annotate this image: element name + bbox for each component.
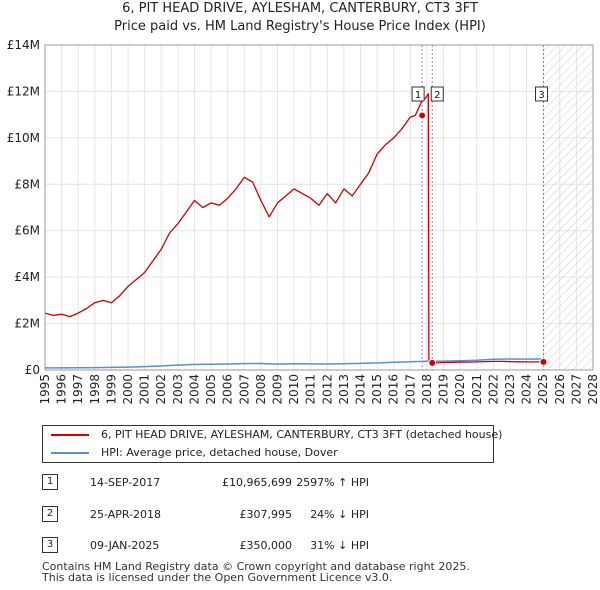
y-tick-label: £12M: [7, 84, 40, 98]
y-tick-label: £0: [25, 363, 40, 377]
x-tick-label: 1997: [71, 374, 85, 405]
x-tick-label: 1996: [55, 374, 69, 405]
x-tick-label: 2011: [304, 374, 318, 405]
transaction-number: 2: [42, 506, 58, 522]
sale-label: 3: [538, 90, 544, 101]
transaction-date: 14-SEP-2017: [90, 476, 161, 489]
footer-license: This data is licensed under the Open Gov…: [42, 571, 393, 584]
x-tick-label: 2015: [370, 374, 384, 405]
chart-title: 6, PIT HEAD DRIVE, AYLESHAM, CANTERBURY,…: [122, 1, 478, 16]
x-tick-label: 2019: [437, 374, 451, 405]
x-tick-label: 2024: [520, 374, 534, 405]
legend-swatch-property: [51, 434, 89, 436]
x-tick-label: 2016: [387, 374, 401, 405]
x-tick-label: 2010: [287, 374, 301, 405]
x-tick-label: 2002: [154, 374, 168, 405]
x-tick-label: 2025: [536, 374, 550, 405]
chart-subtitle: Price paid vs. HM Land Registry's House …: [114, 19, 486, 34]
transaction-price: £350,000: [239, 539, 293, 552]
sale-label-box: [535, 86, 549, 102]
y-tick-label: £14M: [7, 38, 40, 52]
x-tick-label: 2026: [553, 374, 567, 405]
x-tick-label: 2012: [320, 374, 334, 405]
sale-label-box: [411, 86, 425, 102]
x-tick-label: 2013: [337, 374, 351, 405]
legend-item-hpi: HPI: Average price, detached house, Dove…: [43, 444, 493, 462]
x-tick-label: 2007: [237, 374, 251, 405]
y-tick-label: £6M: [14, 224, 40, 238]
sale-point: [428, 358, 437, 367]
x-tick-label: 2028: [586, 374, 600, 405]
x-tick-label: 2004: [187, 374, 201, 405]
x-tick-label: 2008: [254, 374, 268, 405]
sale-label: 1: [415, 90, 421, 101]
sale-point: [539, 357, 548, 366]
footer-copyright: Contains HM Land Registry data © Crown c…: [42, 560, 470, 573]
forecast-region: [543, 45, 593, 370]
x-tick-label: 1995: [38, 374, 52, 405]
transaction-number: 1: [42, 474, 58, 490]
y-tick-label: £4M: [14, 270, 40, 284]
sale-label: 2: [434, 90, 440, 101]
sale-label-box: [430, 86, 444, 102]
x-tick-label: 2027: [569, 374, 583, 405]
legend-item-property: 6, PIT HEAD DRIVE, AYLESHAM, CANTERBURY,…: [43, 426, 502, 444]
legend-label-hpi: HPI: Average price, detached house, Dove…: [101, 446, 338, 459]
x-tick-label: 1998: [88, 374, 102, 405]
y-tick-label: £8M: [14, 177, 40, 191]
x-tick-label: 2003: [171, 374, 185, 405]
x-tick-label: 2021: [470, 374, 484, 405]
transaction-price: £10,965,699: [222, 476, 292, 489]
transaction-date: 25-APR-2018: [90, 508, 162, 521]
x-tick-label: 2020: [453, 374, 467, 405]
x-tick-label: 2017: [403, 374, 417, 405]
transaction-hpi-change: 31% ↓ HPI: [310, 539, 369, 552]
x-tick-label: 2023: [503, 374, 517, 405]
transaction-price: £307,995: [239, 508, 293, 521]
x-tick-label: 2014: [354, 374, 368, 405]
transaction-hpi-change: 24% ↓ HPI: [310, 508, 369, 521]
x-tick-label: 2022: [486, 374, 500, 405]
transaction-hpi-change: 2597% ↑ HPI: [296, 476, 369, 489]
y-tick-label: £10M: [7, 131, 40, 145]
y-tick-label: £2M: [14, 317, 40, 331]
x-tick-label: 1999: [104, 374, 118, 405]
x-tick-label: 2005: [204, 374, 218, 405]
legend-swatch-hpi: [51, 452, 89, 454]
hpi-line: [45, 358, 544, 369]
x-tick-label: 2006: [221, 374, 235, 405]
chart-legend: 6, PIT HEAD DRIVE, AYLESHAM, CANTERBURY,…: [42, 425, 502, 463]
x-tick-label: 2001: [138, 374, 152, 405]
x-tick-label: 2000: [121, 374, 135, 405]
property-price-line: [44, 93, 544, 364]
x-tick-label: 2018: [420, 374, 434, 405]
x-tick-label: 2009: [270, 374, 284, 405]
transaction-date: 09-JAN-2025: [90, 539, 160, 552]
plot-border: [44, 44, 594, 371]
legend-label-property: 6, PIT HEAD DRIVE, AYLESHAM, CANTERBURY,…: [101, 428, 503, 441]
transaction-number: 3: [42, 537, 58, 553]
sale-point: [418, 111, 427, 120]
plot-area: [45, 45, 593, 370]
